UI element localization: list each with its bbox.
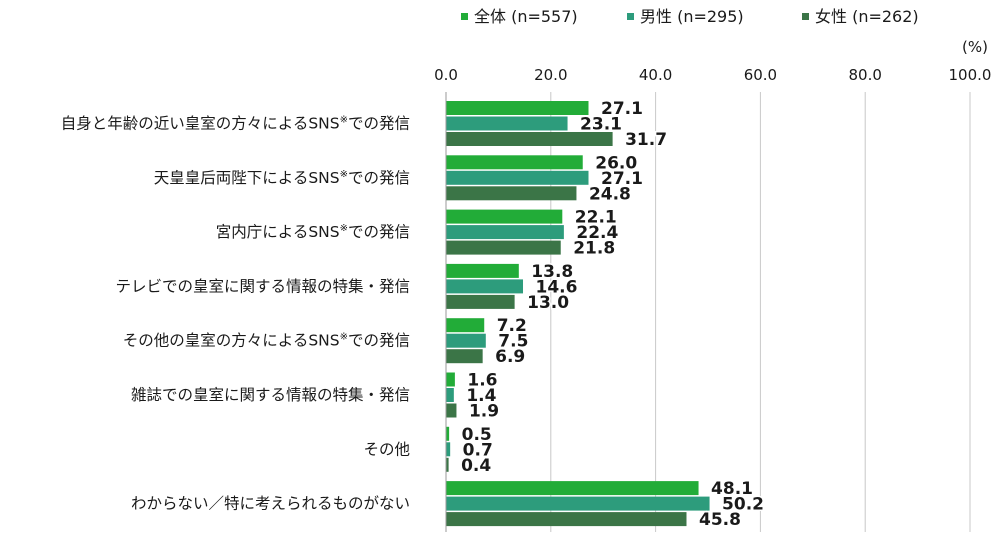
- legend-entry: 女性 (n=262): [815, 7, 919, 26]
- data-label: 0.7: [463, 440, 493, 460]
- bar: [446, 349, 483, 364]
- category-label: 自身と年齢の近い皇室の方々によるSNS※での発信: [61, 115, 410, 133]
- legend-swatch: [627, 13, 634, 20]
- data-label: 13.8: [531, 262, 573, 282]
- bar: [446, 512, 687, 527]
- category-label: テレビでの皇室に関する情報の特集・発信: [115, 277, 410, 295]
- bar: [446, 496, 710, 511]
- bar: [446, 240, 561, 255]
- bar: [446, 101, 589, 115]
- data-label: 13.0: [527, 293, 569, 313]
- bar: [446, 403, 457, 418]
- bar: [446, 442, 451, 457]
- bar: [446, 186, 577, 201]
- x-axis-ticks: 0.0 20.0 40.0 60.0 80.0 100.0: [434, 66, 991, 84]
- unit-label: (%): [962, 38, 988, 56]
- bar: [446, 279, 524, 294]
- category-labels: 自身と年齢の近い皇室の方々によるSNS※での発信天皇皇后両陛下によるSNS※での…: [61, 115, 410, 513]
- category-label: 雑誌での皇室に関する情報の特集・発信: [131, 386, 410, 404]
- data-label: 1.6: [467, 371, 497, 391]
- x-tick-label: 60.0: [744, 66, 777, 84]
- bar: [446, 426, 450, 441]
- x-tick-label: 40.0: [639, 66, 672, 84]
- data-label: 1.4: [466, 386, 496, 406]
- category-label: 天皇皇后両陛下によるSNS※での発信: [154, 169, 410, 187]
- data-labels: 27.123.131.726.027.124.822.122.421.813.8…: [460, 98, 766, 532]
- category-label: わからない／特に考えられるものがない: [131, 495, 410, 513]
- x-tick-label: 100.0: [949, 66, 992, 84]
- legend-swatch: [802, 13, 809, 20]
- data-label: 1.9: [469, 402, 499, 422]
- bar: [446, 457, 449, 472]
- gridlines: [550, 92, 971, 532]
- data-label: 26.0: [595, 153, 637, 173]
- data-label: 21.8: [573, 239, 615, 259]
- data-label: 7.2: [497, 316, 527, 336]
- data-label: 24.8: [589, 184, 631, 204]
- legend-entry: 全体 (n=557): [474, 7, 578, 26]
- data-label: 6.9: [495, 347, 525, 367]
- bar: [446, 263, 519, 278]
- bar: [446, 372, 455, 387]
- bar: [446, 225, 564, 240]
- bar: [446, 132, 613, 146]
- category-label: 宮内庁によるSNS※での発信: [216, 223, 410, 241]
- legend-entry: 男性 (n=295): [640, 7, 744, 26]
- x-tick-label: 0.0: [434, 66, 458, 84]
- data-label: 27.1: [601, 169, 643, 189]
- data-label: 0.4: [461, 456, 491, 476]
- bar: [446, 388, 454, 402]
- bar: [446, 155, 583, 170]
- legend-swatch: [461, 13, 468, 20]
- data-label: 14.6: [536, 277, 578, 297]
- bars: [446, 101, 710, 527]
- data-label: 31.7: [625, 130, 667, 150]
- data-label: 27.1: [601, 99, 643, 119]
- data-label: 0.5: [462, 425, 492, 445]
- bar: [446, 209, 563, 224]
- data-label: 22.1: [575, 208, 617, 228]
- legend: 全体 (n=557) 男性 (n=295) 女性 (n=262): [461, 7, 919, 26]
- bar: [446, 294, 515, 309]
- category-label: その他の皇室の方々によるSNS※での発信: [123, 332, 410, 350]
- data-label: 50.2: [722, 495, 764, 515]
- data-label: 23.1: [580, 115, 622, 135]
- bar: [446, 333, 486, 348]
- bar: [446, 170, 589, 185]
- data-label: 48.1: [711, 479, 753, 499]
- bar: [446, 318, 485, 333]
- bar: [446, 481, 699, 496]
- bar: [446, 116, 568, 131]
- category-label: その他: [363, 440, 410, 458]
- data-label: 45.8: [699, 510, 741, 530]
- data-label: 7.5: [498, 332, 528, 352]
- data-label: 22.4: [576, 223, 618, 243]
- x-tick-label: 80.0: [848, 66, 881, 84]
- x-tick-label: 20.0: [534, 66, 567, 84]
